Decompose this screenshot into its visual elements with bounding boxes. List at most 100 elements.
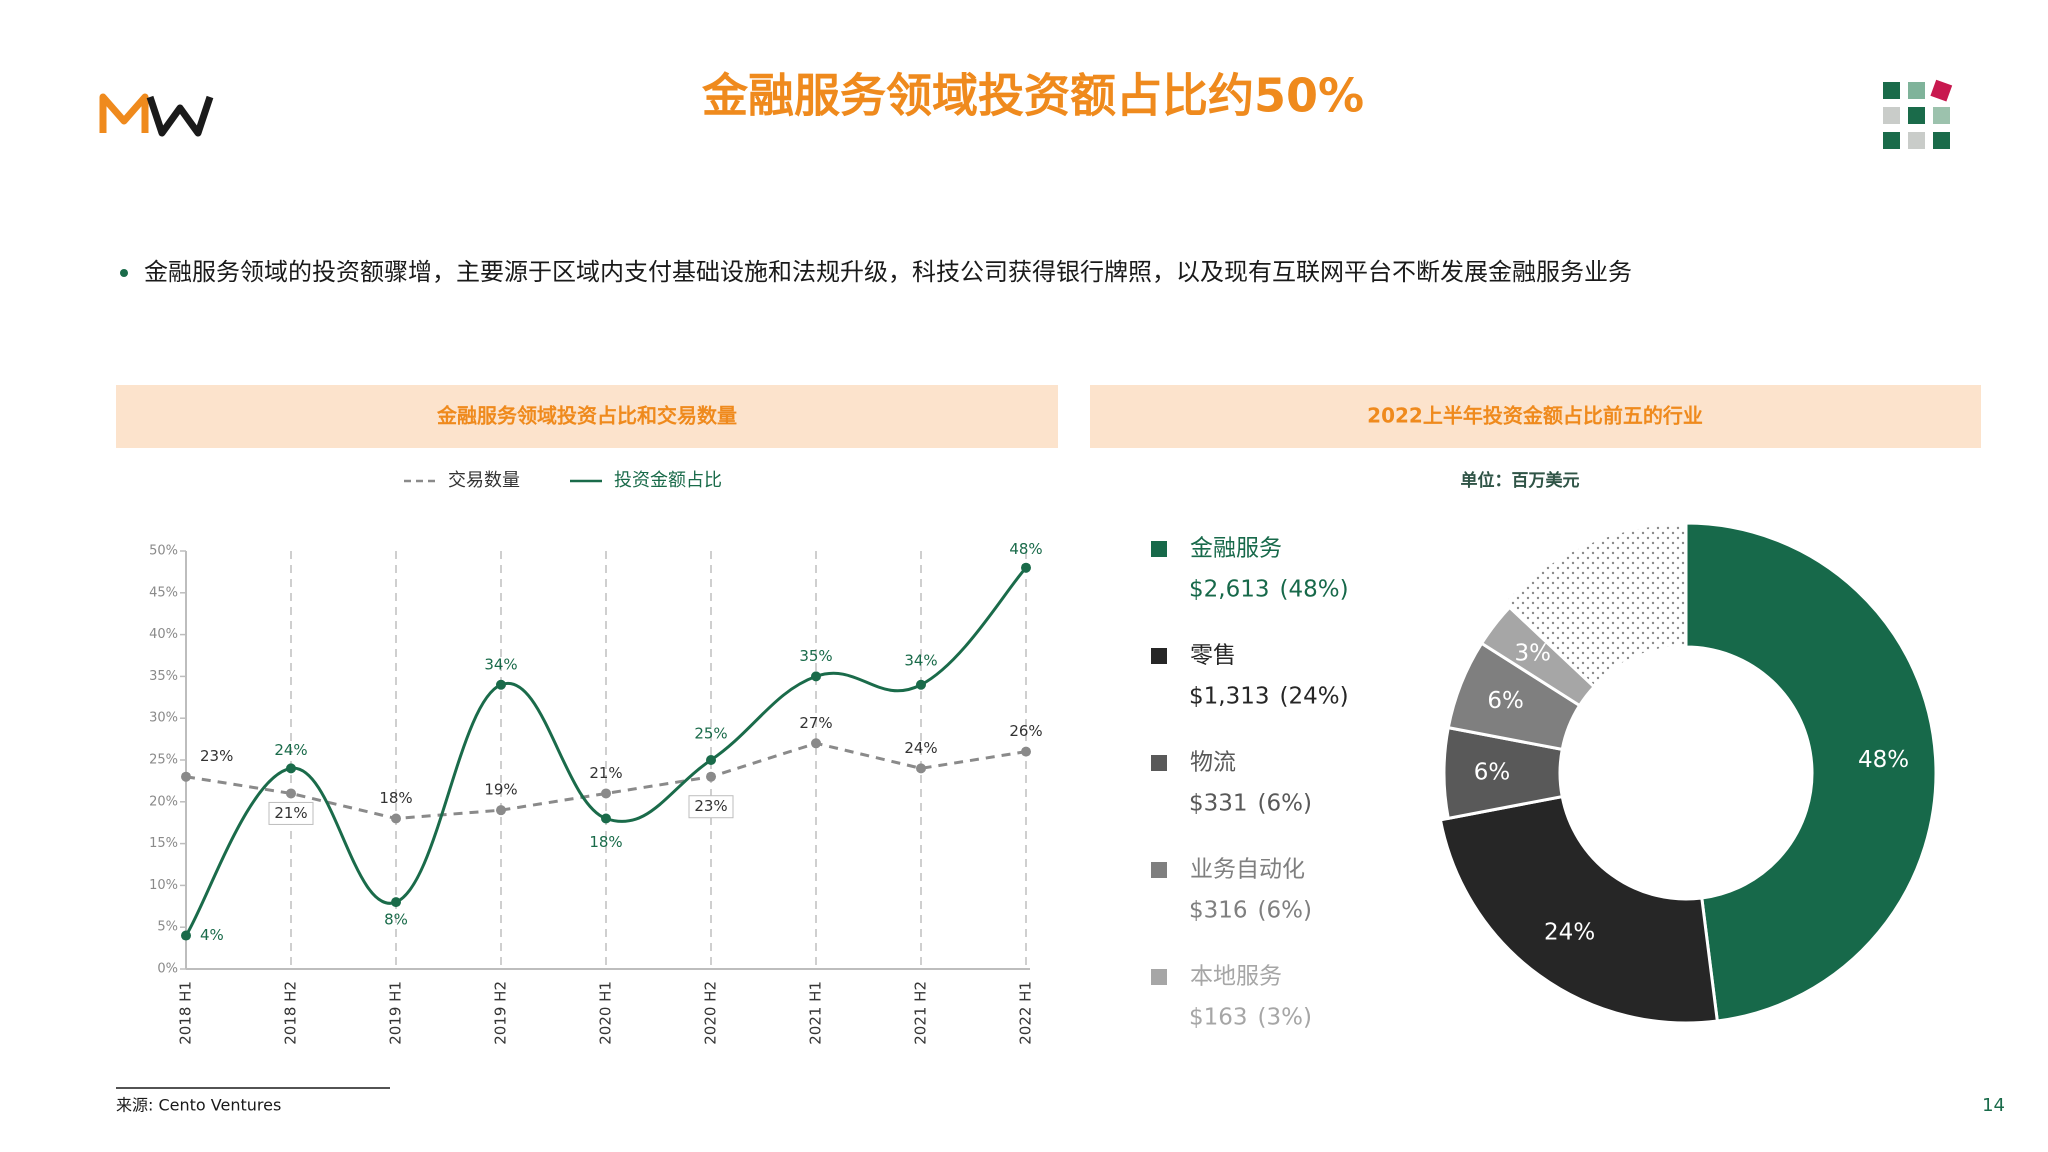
donut-slice bbox=[1501, 521, 1688, 689]
x-tick-label: 2018 H2 bbox=[282, 981, 300, 1045]
slide-title: 金融服务领域投资额占比约50% bbox=[701, 69, 1364, 123]
data-label: 25% bbox=[694, 725, 727, 743]
data-label: 34% bbox=[484, 655, 517, 673]
data-label: 4% bbox=[200, 926, 224, 944]
legend-label: 交易数量 bbox=[448, 470, 520, 491]
y-tick-label: 0% bbox=[157, 962, 178, 977]
legend-swatch bbox=[1151, 862, 1167, 878]
data-point bbox=[916, 763, 926, 774]
legend-label: 本地服务 bbox=[1190, 964, 1282, 990]
legend-percent: (48%) bbox=[1279, 577, 1348, 603]
x-tick-label: 2019 H1 bbox=[387, 981, 405, 1045]
donut-slice bbox=[1684, 521, 1938, 1023]
legend-swatch bbox=[1151, 648, 1167, 664]
legend-amount: $2,613 bbox=[1189, 577, 1269, 603]
legend-percent: (24%) bbox=[1279, 684, 1348, 710]
y-tick-label: 25% bbox=[149, 753, 178, 768]
y-tick-label: 30% bbox=[149, 711, 178, 726]
data-label: 21% bbox=[274, 804, 307, 822]
data-label: 23% bbox=[694, 797, 727, 815]
slice-label: 6% bbox=[1474, 760, 1511, 786]
data-point bbox=[1021, 746, 1031, 757]
x-tick-label: 2020 H2 bbox=[702, 981, 720, 1045]
x-tick-label: 2022 H1 bbox=[1017, 981, 1035, 1045]
label-box bbox=[688, 795, 734, 819]
donut-chart: 48% 金融服务 $2,613 (48%) 24% 零售 $1,313 (24%) 6% 物流 $3… bbox=[1151, 521, 1938, 1031]
slice-label: 24% bbox=[1544, 920, 1595, 946]
legend-label: 投资金额占比 bbox=[614, 470, 722, 491]
chart-title: 2022上半年投资金额占比前五的行业 bbox=[1367, 404, 1703, 428]
data-point bbox=[1021, 562, 1031, 573]
x-tick-label: 2021 H2 bbox=[912, 981, 930, 1045]
data-point bbox=[181, 930, 191, 941]
data-label: 21% bbox=[589, 764, 622, 782]
data-label: 27% bbox=[799, 714, 832, 732]
data-point bbox=[391, 813, 401, 824]
data-point bbox=[706, 771, 716, 782]
legend-percent: (6%) bbox=[1258, 791, 1312, 817]
panel-header bbox=[116, 385, 1058, 448]
line-chart: 0% 5% 10% 15% 20% 25% 30% 35% 40% 45% 50% 2018 H1 20… bbox=[149, 470, 1043, 1045]
x-tick-label: 2021 H1 bbox=[807, 981, 825, 1045]
slice-label: 48% bbox=[1858, 747, 1909, 773]
legend-label: 金融服务 bbox=[1190, 536, 1282, 562]
data-label: 23% bbox=[200, 747, 233, 765]
slice-label: 6% bbox=[1487, 688, 1524, 714]
bullet-dot bbox=[120, 269, 128, 277]
legend-label: 物流 bbox=[1190, 750, 1236, 776]
y-tick-label: 40% bbox=[149, 627, 178, 642]
data-point bbox=[811, 738, 821, 749]
data-point bbox=[496, 679, 506, 690]
legend-amount: $331 bbox=[1189, 791, 1248, 817]
legend-percent: (3%) bbox=[1258, 1005, 1312, 1031]
data-point bbox=[286, 788, 296, 799]
y-tick-label: 45% bbox=[149, 585, 178, 600]
y-tick-label: 35% bbox=[149, 669, 178, 684]
data-label: 8% bbox=[384, 911, 408, 929]
y-tick-label: 5% bbox=[157, 920, 178, 935]
x-tick-label: 2020 H1 bbox=[597, 981, 615, 1045]
series-line bbox=[184, 566, 1028, 937]
slice-label: 3% bbox=[1514, 641, 1551, 667]
bullet-text: 金融服务领域的投资额骤增，主要源于区域内支付基础设施和法规升级，科技公司获得银行… bbox=[144, 258, 1632, 286]
legend-percent: (6%) bbox=[1258, 898, 1312, 924]
y-tick-label: 15% bbox=[149, 836, 178, 851]
x-tick-label: 2018 H1 bbox=[177, 981, 195, 1045]
data-label: 24% bbox=[904, 739, 937, 757]
legend-swatch bbox=[1151, 755, 1167, 771]
data-point bbox=[916, 679, 926, 690]
decor-squares bbox=[1883, 79, 1953, 149]
data-label: 24% bbox=[274, 741, 307, 759]
chart-title: 金融服务领域投资占比和交易数量 bbox=[436, 404, 737, 428]
legend-swatch bbox=[1151, 541, 1167, 557]
page-number: 14 bbox=[1982, 1095, 2005, 1116]
data-point bbox=[811, 671, 821, 682]
y-tick-label: 50% bbox=[149, 544, 178, 559]
data-point bbox=[601, 813, 611, 824]
data-label: 48% bbox=[1009, 540, 1042, 558]
data-point bbox=[601, 788, 611, 799]
y-tick-label: 20% bbox=[149, 794, 178, 809]
label-box bbox=[268, 801, 314, 825]
legend-label: 零售 bbox=[1190, 643, 1236, 669]
legend-label: 业务自动化 bbox=[1190, 857, 1305, 883]
legend-amount: $163 bbox=[1189, 1005, 1248, 1031]
data-label: 26% bbox=[1009, 722, 1042, 740]
data-label: 18% bbox=[589, 833, 622, 851]
data-label: 34% bbox=[904, 651, 937, 669]
data-point bbox=[181, 771, 191, 782]
logo bbox=[99, 93, 214, 137]
data-label: 35% bbox=[799, 647, 832, 665]
legend-amount: $1,313 bbox=[1189, 684, 1269, 710]
y-tick-label: 10% bbox=[149, 878, 178, 893]
chart-subtitle: 单位：百万美元 bbox=[1461, 470, 1580, 491]
legend-swatch bbox=[1151, 969, 1167, 985]
data-label: 19% bbox=[484, 781, 517, 799]
data-point bbox=[391, 897, 401, 908]
data-label: 18% bbox=[379, 789, 412, 807]
donut-slice bbox=[1438, 794, 1720, 1025]
legend-amount: $316 bbox=[1189, 898, 1248, 924]
data-point bbox=[496, 805, 506, 816]
x-tick-label: 2019 H2 bbox=[492, 981, 510, 1045]
